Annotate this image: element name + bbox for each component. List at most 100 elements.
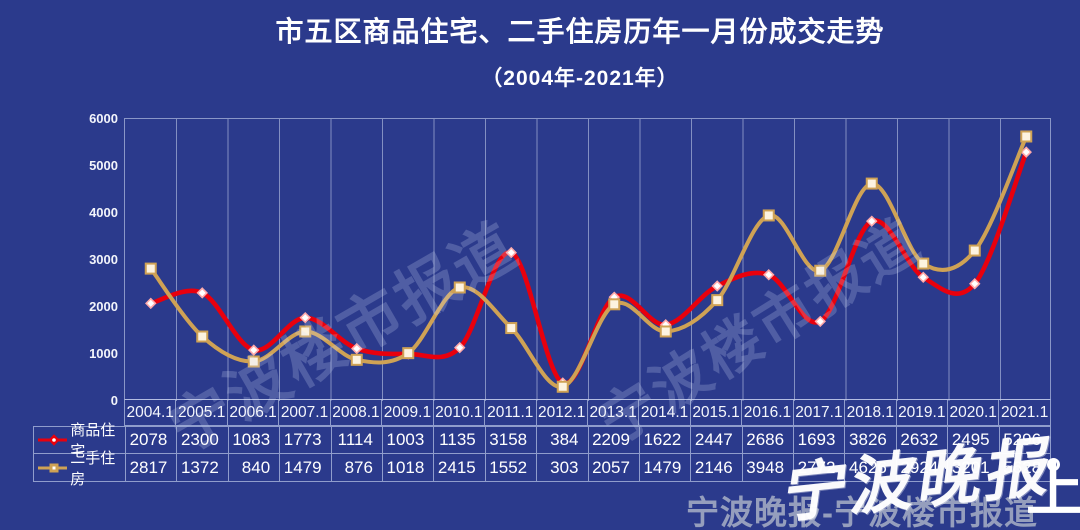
table-value-cell: 3158 — [484, 427, 536, 453]
x-axis-label: 2020.1 — [947, 400, 998, 425]
data-point-marker — [814, 315, 826, 328]
table-value-cell: 2924 — [895, 454, 947, 481]
table-value-cell: 1773 — [279, 427, 330, 453]
data-point-marker — [814, 264, 827, 277]
x-axis-label: 2018.1 — [844, 400, 895, 425]
data-point-marker — [454, 341, 466, 354]
data-point-marker — [968, 244, 981, 257]
table-value-cell: 5296 — [998, 427, 1050, 453]
table-value-cell: 2495 — [947, 427, 998, 453]
table-value-cell: 1083 — [227, 427, 279, 453]
x-axis-label: 2019.1 — [895, 400, 947, 425]
legend-marker-diamond — [38, 434, 68, 446]
table-value-cell: 2632 — [895, 427, 947, 453]
legend-label: 商品住宅 — [70, 422, 116, 460]
x-axis-label: 2008.1 — [329, 400, 381, 425]
data-point-marker — [969, 278, 981, 290]
data-point-marker — [917, 271, 929, 284]
x-axis-label: 2007.1 — [278, 400, 329, 425]
x-axis-label-row: 2004.1 2005.1 2006.1 2007.1 2008.1 2009.1 2010… — [124, 400, 1051, 426]
table-value-cell: 1622 — [638, 427, 690, 453]
data-point-marker — [299, 311, 311, 324]
table-value-cell: 303 — [536, 454, 587, 481]
data-table-row-secondhand: 二手住房 2817 1372 840 1479 876 1018 2415 1552 303 205… — [33, 450, 1051, 488]
data-point-marker — [247, 355, 260, 368]
table-value-cell: 1552 — [484, 454, 536, 481]
table-value-cell: 2817 — [125, 454, 176, 481]
data-point-marker — [917, 257, 930, 270]
y-axis-tick-label: 6000 — [89, 111, 118, 126]
y-axis-tick-label: 4000 — [89, 205, 118, 220]
legend-label: 二手住房 — [70, 449, 116, 488]
data-point-marker — [351, 342, 363, 355]
data-point-marker — [763, 269, 775, 281]
table-value-cell: 1372 — [176, 454, 227, 481]
table-value-cell: 2146 — [690, 454, 741, 481]
data-point-marker — [866, 215, 878, 227]
table-value-cell: 2078 — [125, 427, 176, 453]
table-value-cell: 3201 — [947, 454, 998, 481]
line-chart — [144, 119, 1033, 401]
table-value-cell: 4626 — [844, 454, 895, 481]
data-table-row-commodity: 商品住宅 2078 2300 1083 1773 1114 1003 1135 3158 384 2… — [33, 422, 1051, 460]
bottom-watermark-text: 宁波晚报-宁波楼市报道 — [686, 494, 1038, 530]
table-value-cell: 1018 — [381, 454, 433, 481]
data-point-marker — [144, 262, 157, 275]
x-axis-label: 2009.1 — [381, 400, 432, 425]
data-point-marker — [711, 294, 724, 307]
data-point-marker — [1020, 146, 1032, 158]
data-point-marker — [196, 330, 209, 343]
data-point-marker — [608, 298, 621, 311]
y-axis-tick-label: 5000 — [89, 158, 118, 173]
table-value-cell: 1693 — [793, 427, 844, 453]
x-axis-label: 2004.1 — [126, 403, 174, 421]
table-value-cell: 3826 — [844, 427, 895, 453]
plot-area — [124, 118, 1051, 401]
x-axis-label: 2013.1 — [586, 400, 638, 425]
data-point-marker — [145, 297, 157, 310]
x-axis-label: 2021.1 — [998, 400, 1049, 425]
data-point-marker — [762, 209, 775, 222]
x-axis-label: 2017.1 — [792, 400, 844, 425]
x-axis-label: 2016.1 — [741, 400, 792, 425]
legend-marker-square — [38, 463, 68, 472]
y-axis-tick-label: 0 — [110, 393, 118, 408]
data-point-marker — [865, 177, 878, 190]
chart-header: 市五区商品住宅、二手住房历年一月份成交走势 （2004年-2021年） — [80, 10, 1080, 92]
table-value-cell: 876 — [330, 454, 382, 481]
table-value-cell: 384 — [536, 427, 587, 453]
table-value-cell: 2209 — [587, 427, 639, 453]
x-axis-label: 2010.1 — [432, 400, 484, 425]
y-axis-tick-label: 3000 — [89, 252, 118, 267]
table-value-cell: 1135 — [433, 427, 484, 453]
data-point-marker — [505, 322, 518, 335]
table-value-cell: 2057 — [587, 454, 639, 481]
chart-subtitle: （2004年-2021年） — [481, 67, 679, 90]
chart-title: 市五区商品住宅、二手住房历年一月份成交走势 — [275, 16, 885, 47]
table-value-cell: 3948 — [741, 454, 793, 481]
data-point-marker — [1020, 130, 1033, 143]
yongshang-logo-glyph: 上 — [1026, 458, 1080, 523]
table-value-cell: 1003 — [381, 427, 433, 453]
x-axis-label: 2014.1 — [638, 400, 689, 425]
table-value-cell: 1479 — [279, 454, 330, 481]
table-value-cell: 1479 — [638, 454, 690, 481]
table-value-cell: 2772 — [793, 454, 844, 481]
x-axis-label: 2005.1 — [175, 400, 226, 425]
x-axis-label: 2006.1 — [226, 400, 278, 425]
table-value-cell: 2415 — [433, 454, 484, 481]
table-value-cell: 2686 — [741, 427, 793, 453]
legend-item: 二手住房 — [34, 450, 125, 488]
table-value-cell: 5628 — [998, 454, 1050, 481]
x-axis-label: 2012.1 — [535, 400, 587, 425]
data-point-marker — [196, 287, 208, 299]
data-point-marker — [350, 353, 363, 366]
y-axis-tick-label: 2000 — [89, 299, 118, 314]
table-value-cell: 1114 — [330, 427, 382, 453]
data-point-marker — [711, 280, 723, 292]
table-value-cell: 2300 — [176, 427, 227, 453]
table-value-cell: 2447 — [690, 427, 741, 453]
data-point-marker — [505, 246, 517, 259]
yongshang-logo-ring-icon — [1047, 458, 1060, 471]
